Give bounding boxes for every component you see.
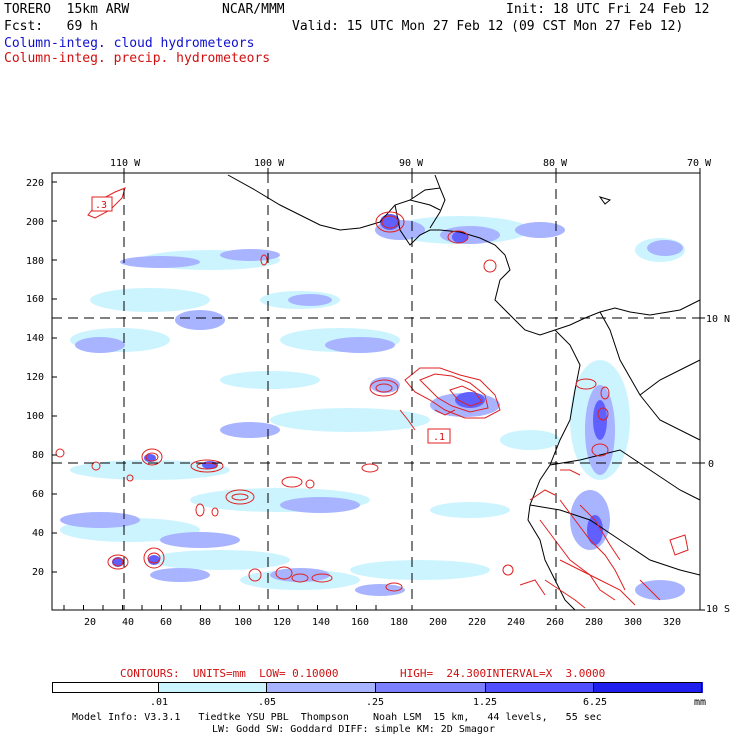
colorbar-label-025: .25	[366, 697, 385, 708]
bottom-label-160: 160	[351, 617, 369, 628]
bottom-label-20: 20	[84, 617, 96, 628]
model-info-line2: LW: Godd SW: Goddard DIFF: simple KM: 2D…	[212, 724, 495, 735]
colorbar-seg-1	[158, 682, 267, 693]
bottom-label-40: 40	[122, 617, 134, 628]
left-label-220: 220	[26, 178, 44, 189]
contour-label-01: .1	[433, 432, 445, 443]
left-label-120: 120	[26, 372, 44, 383]
lat-lon-grid	[52, 173, 700, 610]
contour-high: HIGH= 24.300	[400, 667, 487, 680]
left-label-100: 100	[26, 411, 44, 422]
top-label-80w: 80 W	[543, 158, 568, 169]
left-label-160: 160	[26, 294, 44, 305]
legend-cloud: Column-integ. cloud hydrometeors	[4, 36, 255, 51]
left-label-140: 140	[26, 333, 44, 344]
bottom-label-260: 260	[546, 617, 564, 628]
model-title: TORERO 15km ARW	[4, 2, 130, 17]
bottom-label-100: 100	[234, 617, 252, 628]
legend-precip: Column-integ. precip. hydrometeors	[4, 51, 271, 66]
top-label-110w: 110 W	[110, 158, 141, 169]
colorbar-label-001: .01	[150, 697, 169, 708]
bottom-label-200: 200	[429, 617, 447, 628]
left-label-20: 20	[32, 567, 44, 578]
center-name: NCAR/MMM	[222, 2, 285, 17]
bottom-label-80: 80	[199, 617, 211, 628]
contour-interval: INTERVAL=X 3.0000	[486, 667, 606, 680]
left-label-180: 180	[26, 256, 44, 267]
left-label-40: 40	[32, 528, 44, 539]
bottom-label-240: 240	[507, 617, 525, 628]
cloud-shading	[60, 214, 685, 600]
bottom-label-60: 60	[160, 617, 172, 628]
colorbar-unit: mm	[694, 697, 707, 708]
colorbar-label-005: .05	[258, 697, 277, 708]
coastlines	[227, 174, 701, 611]
forecast-hour: Fcst: 69 h	[4, 19, 98, 34]
left-label-60: 60	[32, 489, 44, 500]
contour-label-boxes	[91, 196, 451, 444]
colorbar-seg-2	[266, 682, 376, 693]
bottom-label-140: 140	[312, 617, 330, 628]
valid-time: Valid: 15 UTC Mon 27 Feb 12 (09 CST Mon …	[292, 19, 684, 34]
colorbar-seg-4	[485, 682, 594, 693]
bottom-label-320: 320	[663, 617, 681, 628]
right-label-10n: 10 N	[706, 314, 730, 325]
colorbar-frame	[52, 682, 702, 693]
left-label-80: 80	[32, 450, 44, 461]
bottom-label-120: 120	[273, 617, 291, 628]
colorbar-label-125: 1.25	[473, 697, 498, 708]
top-label-90w: 90 W	[399, 158, 424, 169]
bottom-label-300: 300	[624, 617, 642, 628]
precip-contours	[55, 187, 689, 609]
bottom-label-180: 180	[390, 617, 408, 628]
right-label-10s: 10 S	[706, 604, 730, 615]
top-label-100w: 100 W	[254, 158, 285, 169]
bottom-label-280: 280	[585, 617, 603, 628]
axis-ticks	[52, 168, 705, 611]
model-info-line1: Model Info: V3.3.1 Tiedtke YSU PBL Thomp…	[72, 712, 602, 723]
right-label-0: 0	[708, 459, 714, 470]
colorbar-seg-5	[593, 682, 703, 693]
colorbar-label-625: 6.25	[583, 697, 608, 708]
top-label-70w: 70 W	[687, 158, 712, 169]
contour-label-03: .3	[95, 200, 107, 211]
colorbar-seg-3	[375, 682, 486, 693]
bottom-label-220: 220	[468, 617, 486, 628]
init-time: Init: 18 UTC Fri 24 Feb 12	[506, 2, 710, 17]
contour-info: CONTOURS: UNITS=mm LOW= 0.10000	[120, 667, 339, 680]
left-label-200: 200	[26, 217, 44, 228]
